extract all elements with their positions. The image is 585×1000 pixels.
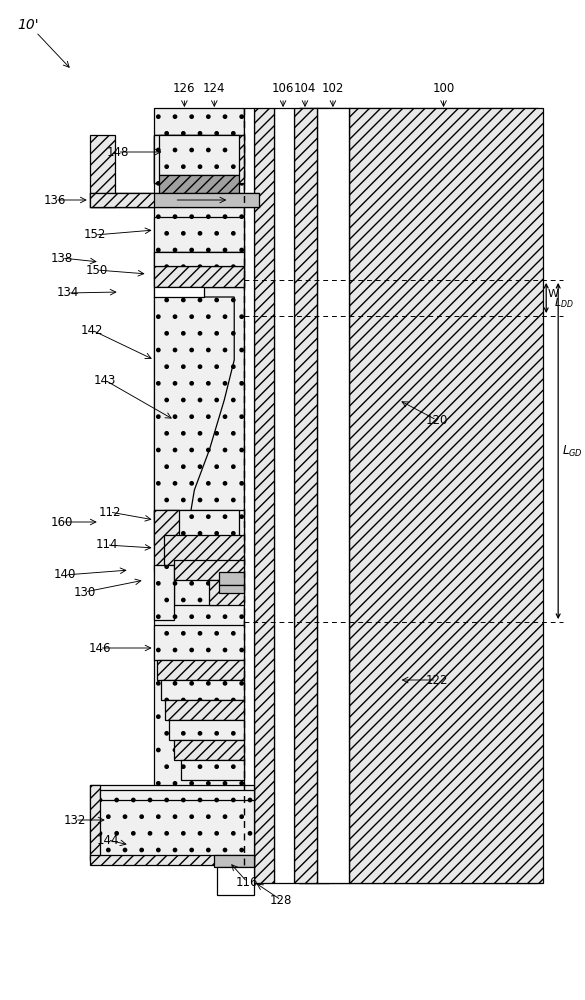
Polygon shape xyxy=(154,297,234,520)
Text: $L_{DD}$: $L_{DD}$ xyxy=(554,296,574,310)
Text: 146: 146 xyxy=(88,642,111,654)
Bar xyxy=(157,660,244,680)
Bar xyxy=(219,572,244,585)
Bar xyxy=(161,680,244,700)
Text: 128: 128 xyxy=(270,894,292,906)
Text: 160: 160 xyxy=(51,516,73,528)
Bar xyxy=(217,867,254,895)
Bar xyxy=(209,580,244,605)
Text: 148: 148 xyxy=(106,145,129,158)
Bar xyxy=(317,108,349,883)
Bar xyxy=(181,760,244,780)
Text: 124: 124 xyxy=(203,82,226,95)
Text: 120: 120 xyxy=(425,414,448,426)
Bar xyxy=(164,535,244,565)
Bar xyxy=(299,108,329,883)
Bar xyxy=(154,135,204,183)
Text: 144: 144 xyxy=(97,834,119,846)
Bar xyxy=(244,108,254,883)
Bar xyxy=(214,855,254,867)
Bar xyxy=(90,785,99,860)
Bar xyxy=(154,135,244,183)
Text: 138: 138 xyxy=(51,251,73,264)
Text: 114: 114 xyxy=(95,538,118,552)
Text: 100: 100 xyxy=(432,82,455,95)
Text: 152: 152 xyxy=(84,229,106,241)
Bar xyxy=(90,785,254,860)
Text: 134: 134 xyxy=(57,286,79,300)
Text: 106: 106 xyxy=(272,82,294,95)
Bar xyxy=(154,510,244,545)
Text: 143: 143 xyxy=(94,373,116,386)
Bar xyxy=(166,700,244,720)
Bar xyxy=(99,790,254,800)
Text: 112: 112 xyxy=(98,506,121,518)
Text: 150: 150 xyxy=(85,263,108,276)
Text: 104: 104 xyxy=(294,82,316,95)
Text: 132: 132 xyxy=(64,814,86,826)
Bar xyxy=(90,135,115,207)
Bar xyxy=(299,108,329,883)
Bar xyxy=(154,266,244,287)
Bar xyxy=(254,108,274,883)
Text: 126: 126 xyxy=(173,82,195,95)
Bar xyxy=(90,855,254,865)
Text: 102: 102 xyxy=(322,82,344,95)
Bar xyxy=(90,193,154,207)
Text: 140: 140 xyxy=(54,568,76,582)
Bar xyxy=(154,625,244,660)
Bar xyxy=(329,108,538,883)
Text: 136: 136 xyxy=(44,194,66,207)
Bar xyxy=(154,135,244,183)
Text: W: W xyxy=(548,289,559,299)
Text: $L_{GD}$: $L_{GD}$ xyxy=(562,443,583,459)
Bar xyxy=(174,560,244,580)
Bar xyxy=(170,720,244,740)
Bar xyxy=(154,252,244,266)
Bar xyxy=(154,108,244,860)
Bar xyxy=(174,565,219,605)
Bar xyxy=(160,175,239,197)
Bar xyxy=(294,108,317,883)
Bar xyxy=(154,217,244,252)
Text: 116: 116 xyxy=(236,876,259,888)
Bar xyxy=(154,252,244,287)
Bar xyxy=(219,585,244,593)
Text: 130: 130 xyxy=(74,585,96,598)
Bar xyxy=(164,510,239,545)
Bar xyxy=(274,108,294,883)
Bar xyxy=(349,108,543,883)
Bar xyxy=(160,135,239,175)
Bar xyxy=(174,740,244,760)
Text: 10': 10' xyxy=(17,18,39,32)
Text: 122: 122 xyxy=(425,674,448,686)
Text: 142: 142 xyxy=(81,324,103,336)
Bar xyxy=(154,510,180,570)
Bar xyxy=(90,193,259,207)
Bar xyxy=(154,287,204,297)
Bar xyxy=(154,565,174,620)
